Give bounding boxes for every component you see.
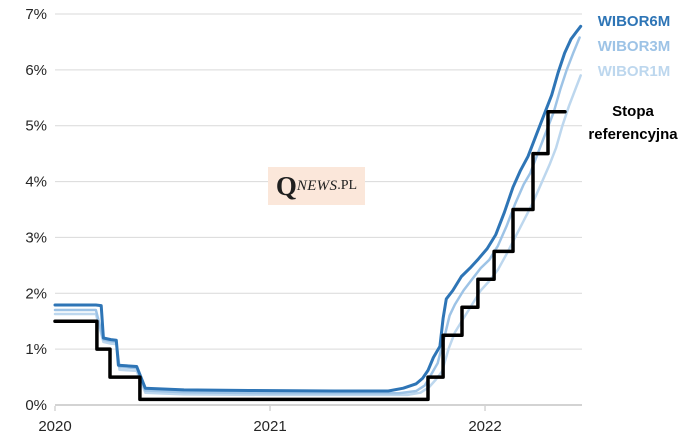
y-tick-label-3%: 3% [25,229,47,246]
legend-wibor: WIBOR6M WIBOR3M WIBOR1M [584,9,684,84]
x-tick-label-2021: 2021 [253,418,286,435]
qnews-watermark: Q NEWS .PL [268,167,365,205]
legend-stopa-referencyjna: Stopa referencyjna [582,100,684,146]
y-tick-label-6%: 6% [25,62,47,79]
series-wibor1m [53,74,582,397]
y-tick-label-7%: 7% [25,6,47,23]
x-tick-label-2020: 2020 [38,418,71,435]
qnews-watermark-pl: .PL [337,178,358,193]
y-tick-label-4%: 4% [25,174,47,191]
legend-item-wibor1m: WIBOR1M [597,63,671,80]
legend-item-wibor6m: WIBOR6M [597,13,671,30]
series-stopa-referencyjna [53,110,567,402]
qnews-watermark-news: NEWS [296,177,338,194]
series-wibor3m [53,36,581,395]
legend-stopa-line1: Stopa [612,103,654,120]
y-tick-label-5%: 5% [25,118,47,135]
legend-stopa-line2: referencyjna [588,126,678,143]
legend-item-wibor3m: WIBOR3M [597,38,671,55]
y-tick-label-1%: 1% [25,341,47,358]
y-tick-label-0%: 0% [25,397,47,414]
y-tick-label-2%: 2% [25,285,47,302]
x-tick-label-2022: 2022 [468,418,501,435]
qnews-watermark-q: Q [275,170,297,201]
series-wibor6m [53,24,583,393]
